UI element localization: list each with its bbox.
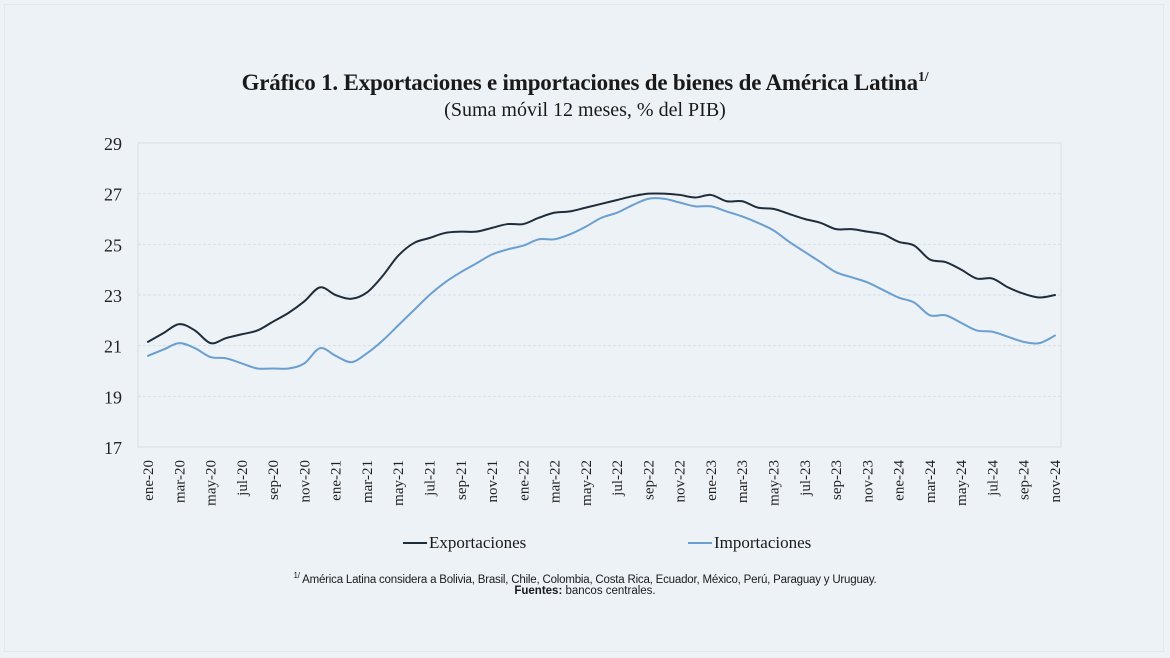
x-tick-label: may-20 <box>204 460 220 506</box>
legend-item-importaciones: Importaciones <box>688 533 811 553</box>
legend-swatch-importaciones <box>688 542 712 544</box>
sources-text: bancos centrales. <box>565 585 656 597</box>
chart-title: Gráfico 1. Exportaciones e importaciones… <box>0 70 1170 96</box>
x-tick-label: nov-24 <box>1048 460 1064 503</box>
y-tick-label: 23 <box>104 286 122 306</box>
x-tick-label: mar-24 <box>923 460 939 504</box>
series-line-importaciones <box>147 197 1056 370</box>
legend: Exportaciones Importaciones <box>0 533 1170 555</box>
footnote: 1/ América Latina considera a Bolivia, B… <box>0 571 1170 586</box>
series-line-exportaciones <box>147 192 1056 345</box>
x-tick-label: jul-20 <box>235 460 251 497</box>
x-tick-label: ene-21 <box>329 460 345 501</box>
sources-note: Fuentes: bancos centrales. <box>0 585 1170 597</box>
x-tick-label: sep-22 <box>641 460 657 500</box>
x-tick-label: sep-23 <box>829 460 845 500</box>
legend-label-importaciones: Importaciones <box>714 533 812 552</box>
x-tick-label: ene-20 <box>141 460 157 501</box>
footnote-marker: 1/ <box>293 571 300 580</box>
legend-label-exportaciones: Exportaciones <box>429 533 527 552</box>
x-tick-label: jul-22 <box>610 460 626 497</box>
x-tick-label: may-24 <box>954 460 970 506</box>
x-tick-label: sep-21 <box>454 460 470 500</box>
x-tick-label: ene-24 <box>892 460 908 501</box>
y-tick-label: 19 <box>104 387 122 407</box>
legend-swatch-exportaciones <box>403 542 427 544</box>
x-axis-ticks: ene-20 mar-20 may-20 jul-20 sep-20 nov-20 ene-… <box>141 460 1064 506</box>
x-tick-label: jul-23 <box>798 460 814 497</box>
chart-subtitle: (Suma móvil 12 meses, % del PIB) <box>444 99 726 121</box>
plot-area <box>137 142 1062 448</box>
x-tick-label: ene-23 <box>704 460 720 501</box>
x-tick-label: sep-20 <box>266 460 282 500</box>
legend-item-exportaciones: Exportaciones <box>403 533 526 553</box>
x-tick-label: nov-22 <box>673 460 689 503</box>
x-tick-label: sep-24 <box>1017 460 1033 500</box>
x-tick-label: may-22 <box>579 460 595 506</box>
x-tick-label: jul-21 <box>422 460 438 497</box>
series-lines <box>147 192 1056 370</box>
x-tick-label: ene-22 <box>516 460 532 501</box>
y-axis-ticks: 17 19 21 23 25 27 29 <box>104 134 122 458</box>
y-tick-label: 21 <box>104 337 122 357</box>
title-footnote-marker: 1/ <box>917 70 929 85</box>
y-tick-label: 25 <box>104 235 122 255</box>
x-tick-label: mar-21 <box>360 460 376 503</box>
y-tick-label: 27 <box>104 185 122 205</box>
gridlines <box>138 193 1061 397</box>
x-tick-label: mar-22 <box>548 460 564 503</box>
x-tick-label: may-23 <box>767 460 783 506</box>
x-tick-label: nov-20 <box>297 460 313 503</box>
x-tick-label: mar-20 <box>172 460 188 503</box>
y-tick-label: 17 <box>104 438 122 458</box>
footnote-text: América Latina considera a Bolivia, Bras… <box>302 573 877 586</box>
chart-title-text: Gráfico 1. Exportaciones e importaciones… <box>241 70 919 95</box>
x-tick-label: mar-23 <box>735 460 751 503</box>
y-tick-label: 29 <box>104 134 122 154</box>
sources-label: Fuentes: <box>514 585 563 597</box>
x-tick-label: nov-23 <box>860 460 876 503</box>
x-tick-label: jul-24 <box>985 460 1001 497</box>
x-tick-label: may-21 <box>391 460 407 506</box>
chart-frame <box>4 4 1164 652</box>
x-tick-label: nov-21 <box>485 460 501 503</box>
